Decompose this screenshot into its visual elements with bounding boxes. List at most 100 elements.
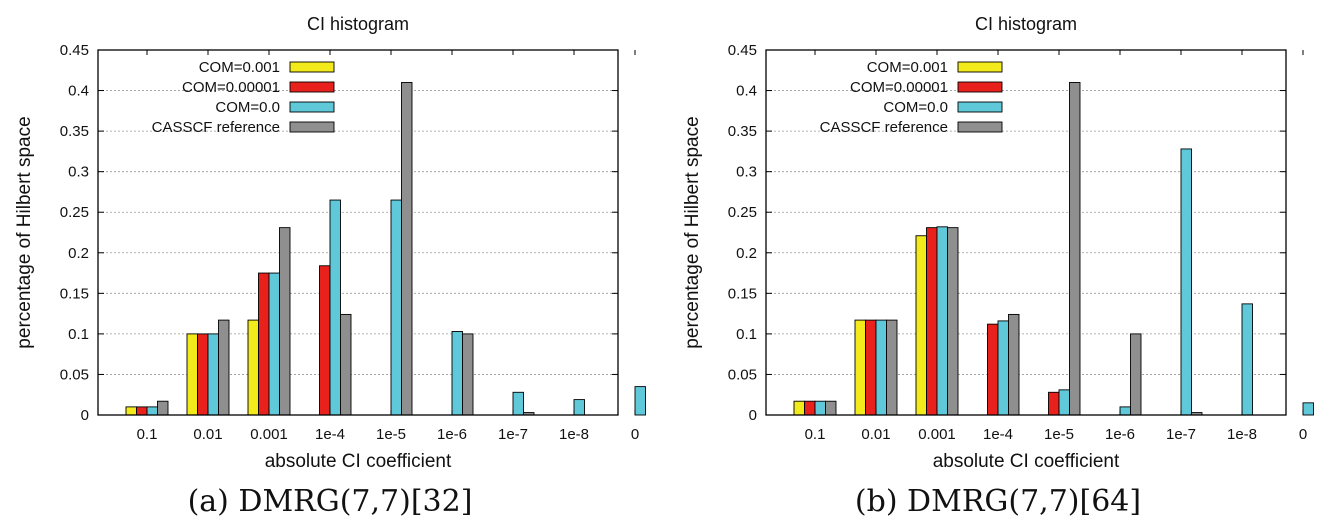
bar-casscf-3: [340, 313, 352, 416]
bar-com-0-0-3: [997, 320, 1009, 416]
caption-b: (b) DMRG(7,7)[64]: [854, 484, 1142, 519]
histogram-chart-b: 0.1 0.01 0.001 1e-4 1e-5 1e-6 1e-7 1e-8 0 0 0.05 0.…: [682, 14, 1314, 472]
bar-com-0-00001-1: [197, 333, 209, 416]
x-tick-label: 0.001: [250, 426, 288, 443]
bar-com-0-0-8: [634, 386, 646, 416]
x-tick-label: 1e-6: [1105, 426, 1135, 443]
bar-casscf-4: [401, 81, 413, 416]
legend-label: COM=0.00001: [182, 79, 280, 96]
y-tick-label: 0.05: [60, 366, 89, 383]
bar-casscf-5: [1130, 333, 1142, 416]
plot-frame: [765, 49, 1287, 416]
y-tick-label: 0.25: [60, 204, 89, 221]
y-tick-label: 0.05: [728, 366, 757, 383]
x-tick-label: 0.01: [193, 426, 222, 443]
chart-title: CI histogram: [975, 14, 1077, 34]
legend-label: CASSCF reference: [820, 119, 948, 136]
bar-com-0-0-7: [573, 399, 585, 416]
x-tick-label: 1e-5: [1044, 426, 1074, 443]
y-tick-label: 0.3: [68, 164, 89, 181]
y-tick-label: 0.4: [736, 83, 757, 100]
x-tick-label: 1e-4: [983, 426, 1013, 443]
bar-com-0-001-0: [125, 406, 137, 416]
y-tick-label: 0.45: [728, 42, 757, 59]
legend-swatch-casscf: [957, 121, 1003, 133]
x-axis-label: absolute CI coefficient: [265, 451, 452, 472]
y-tick-label: 0.1: [736, 326, 757, 343]
legend: COM=0.001 COM=0.00001 COM=0.0 CASSCF refere…: [152, 59, 335, 136]
x-tick-label: 1e-8: [559, 426, 589, 443]
legend-label: COM=0.00001: [850, 79, 948, 96]
legend-label: COM=0.0: [215, 99, 280, 116]
grid-lines: [766, 90, 1286, 375]
chart-title: CI histogram: [307, 14, 409, 34]
legend-swatch-com-0-0: [957, 101, 1003, 113]
x-axis-label: absolute CI coefficient: [933, 451, 1120, 472]
x-tick-label: 0.1: [805, 426, 826, 443]
bar-com-0-0-8: [1302, 402, 1314, 416]
y-tick-label: 0.45: [60, 42, 89, 59]
chart-panel-b: 0.1 0.01 0.001 1e-4 1e-5 1e-6 1e-7 1e-8 0 0 0.05 0.…: [668, 0, 1328, 529]
legend-swatch-casscf: [289, 121, 335, 133]
legend-swatch-com-0-00001: [957, 81, 1003, 93]
bar-com-0-00001-0: [804, 400, 816, 416]
bar-com-0-00001-2: [926, 227, 938, 416]
bars: [125, 81, 646, 416]
bar-casscf-0: [157, 400, 169, 416]
y-tick-label: 0.2: [68, 245, 89, 262]
caption-a: (a) DMRG(7,7)[32]: [187, 484, 473, 519]
chart-panel-a: 0.1 0.01 0.001 1e-4 1e-5 1e-6 1e-7 1e-8 0 0 0.05 0.…: [0, 0, 660, 529]
legend-swatch-com-0-001: [289, 61, 335, 73]
x-tick-label: 1e-8: [1227, 426, 1257, 443]
bar-com-0-0-0: [814, 400, 826, 416]
bar-casscf-2: [947, 227, 959, 416]
bar-com-0-0-4: [390, 199, 402, 416]
y-tick-label: 0: [81, 407, 89, 424]
bar-com-0-0-4: [1058, 389, 1070, 416]
legend-label: CASSCF reference: [152, 119, 280, 136]
bar-com-0-0-6: [1180, 148, 1192, 416]
bar-com-0-001-2: [915, 235, 927, 416]
histogram-chart-a: 0.1 0.01 0.001 1e-4 1e-5 1e-6 1e-7 1e-8 0 0 0.05 0.…: [14, 14, 646, 472]
y-tick-label: 0.1: [68, 326, 89, 343]
bar-com-0-00001-4: [1048, 391, 1060, 416]
y-tick-label: 0.35: [60, 123, 89, 140]
bars: [793, 81, 1314, 416]
bar-com-0-00001-3: [987, 323, 999, 416]
bar-com-0-00001-2: [258, 272, 270, 416]
legend-label: COM=0.001: [867, 59, 948, 76]
bar-com-0-001-1: [186, 333, 198, 416]
bar-com-0-001-1: [854, 319, 866, 416]
x-tick-label: 1e-4: [315, 426, 345, 443]
x-tick-label: 1e-5: [376, 426, 406, 443]
legend: COM=0.001 COM=0.00001 COM=0.0 CASSCF refere…: [820, 59, 1003, 136]
y-tick-label: 0.4: [68, 83, 89, 100]
x-tick-label: 0: [631, 426, 639, 443]
plot-frame: [97, 49, 619, 416]
bar-com-0-0-1: [875, 319, 887, 416]
x-tick-label: 1e-7: [1166, 426, 1196, 443]
x-tick-label: 0.01: [861, 426, 890, 443]
legend-swatch-com-0-001: [957, 61, 1003, 73]
bar-casscf-0: [825, 400, 837, 416]
y-axis-label: percentage of Hilbert space: [14, 116, 35, 348]
grid-lines: [98, 90, 618, 375]
y-tick-label: 0.15: [728, 285, 757, 302]
bar-com-0-0-0: [146, 406, 158, 416]
bar-com-0-0-5: [1119, 406, 1131, 416]
y-tick-label: 0.15: [60, 285, 89, 302]
x-tick-label: 1e-7: [498, 426, 528, 443]
x-tick-label: 0: [1299, 426, 1307, 443]
legend-label: COM=0.0: [883, 99, 948, 116]
legend-label: COM=0.001: [199, 59, 280, 76]
bar-casscf-4: [1069, 81, 1081, 416]
y-axis-label: percentage of Hilbert space: [682, 116, 703, 348]
y-tick-label: 0.2: [736, 245, 757, 262]
bar-com-0-00001-3: [319, 265, 331, 416]
bar-com-0-0-1: [207, 333, 219, 416]
x-tick-label: 0.1: [137, 426, 158, 443]
bar-casscf-2: [279, 227, 291, 416]
bar-com-0-0-3: [329, 199, 341, 416]
bar-casscf-1: [886, 319, 898, 416]
